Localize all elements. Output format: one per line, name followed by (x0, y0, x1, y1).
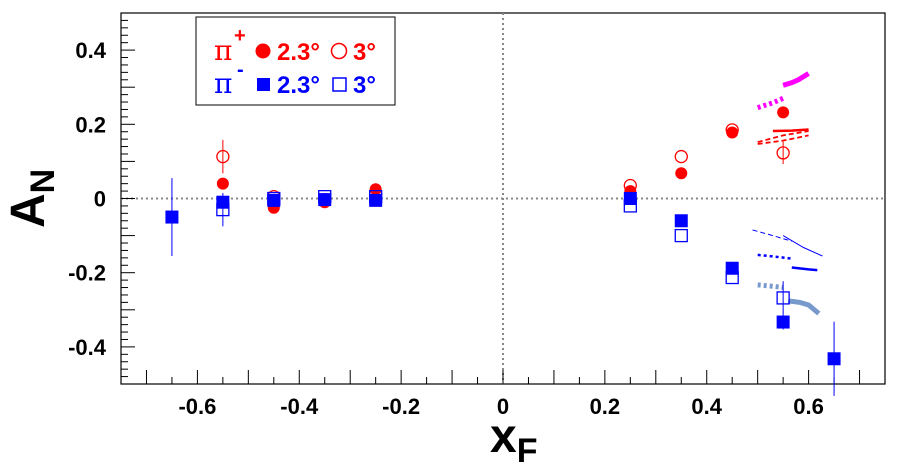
legend-label-pi-plus-3: 3° (353, 39, 376, 66)
theory-curve-11 (787, 298, 821, 316)
data-point (725, 270, 739, 285)
x-tick-label: -0.6 (178, 394, 216, 419)
data-points (165, 106, 841, 396)
x-tick-labels: -0.6 -0.4 -0.2 0 0.2 0.4 0.6 (178, 394, 823, 419)
x-tick-label: -0.2 (382, 394, 420, 419)
x-tick-label: -0.4 (280, 394, 319, 419)
legend-marker-open-circle (330, 42, 348, 60)
y-tick-label: -0.2 (68, 261, 106, 286)
x-axis-title: xF (490, 410, 537, 466)
data-point (674, 149, 688, 164)
theory-curve-5 (757, 130, 809, 143)
data-point (827, 352, 841, 366)
legend-label-pi-minus-2p3: 2.3° (277, 72, 320, 99)
data-point (623, 199, 637, 213)
legend-charge-plus: + (234, 25, 246, 47)
y-tick-label: 0.2 (75, 112, 106, 137)
theory-curve-10 (757, 282, 784, 290)
data-point (369, 189, 383, 204)
theory-curve-9 (791, 266, 818, 272)
legend-label-pi-plus-2p3: 2.3° (277, 39, 320, 66)
x-tick-label: 0 (497, 394, 509, 419)
data-point (726, 126, 739, 139)
data-point (216, 202, 230, 217)
data-point (165, 210, 179, 224)
x-tick-label: 0.4 (691, 394, 722, 419)
axis-ticks (120, 12, 886, 385)
theory-curve-4 (757, 134, 809, 145)
legend-marker-filled-circle (255, 43, 271, 59)
data-point (318, 193, 332, 207)
legend-particle-pi-minus: π (214, 67, 232, 100)
theory-curve-7 (782, 235, 823, 257)
legend: π + 2.3° 3° π - 2.3° 3° (195, 16, 396, 106)
theory-curve-6 (752, 229, 792, 242)
data-point (267, 193, 281, 207)
y-axis-title: AN (2, 169, 62, 228)
legend-box (195, 16, 396, 106)
legend-marker-open-square (332, 77, 347, 92)
y-tick-labels: -0.4 -0.2 0 0.2 0.4 (68, 38, 107, 360)
data-point (216, 149, 230, 164)
data-point (623, 178, 637, 193)
data-point (267, 191, 281, 206)
data-point (369, 193, 383, 207)
y-tick-label: 0.4 (75, 38, 106, 63)
series-3 (165, 178, 841, 396)
data-point (674, 228, 688, 243)
legend-row-pi-minus: π - 2.3° 3° (214, 59, 376, 100)
series-4 (216, 189, 790, 315)
legend-particle-pi-plus: π (214, 34, 232, 67)
data-point (318, 189, 332, 204)
legend-label-pi-minus-3: 3° (353, 72, 376, 99)
theory-curve-8 (757, 253, 792, 260)
theory-curve-1 (782, 71, 810, 88)
data-point (725, 123, 739, 137)
legend-charge-minus: - (237, 59, 244, 81)
data-point (776, 291, 790, 305)
x-tick-label: 0.6 (793, 394, 824, 419)
y-tick-label: -0.4 (68, 335, 107, 360)
data-point (674, 214, 688, 228)
data-point (369, 183, 382, 196)
data-point (623, 192, 637, 205)
y-tick-label: 0 (94, 187, 106, 212)
data-point (725, 261, 739, 275)
data-point (777, 106, 790, 119)
data-point (216, 177, 229, 190)
data-point (776, 315, 790, 329)
theory-curve-2 (756, 96, 785, 110)
x-tick-label: 0.2 (590, 394, 621, 419)
theory-curves (752, 71, 823, 316)
theory-curve-3 (772, 128, 809, 133)
zero-lines (121, 13, 885, 384)
data-point (776, 146, 790, 160)
legend-row-pi-plus: π + 2.3° 3° (214, 25, 376, 67)
data-point (675, 167, 688, 180)
legend-marker-filled-square (257, 78, 270, 91)
